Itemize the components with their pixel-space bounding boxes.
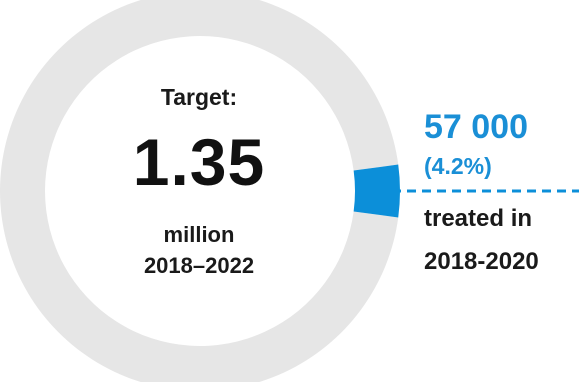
treated-count-label: 57 000: [424, 108, 528, 146]
treated-description-line1: treated in: [424, 205, 533, 232]
slice-treated: [353, 164, 400, 218]
treated-description-line2: 2018-2020: [424, 248, 539, 275]
target-label: Target:: [160, 84, 238, 110]
treated-percent-label: (4.2%): [424, 153, 492, 179]
target-period: 2018–2022: [143, 253, 255, 278]
target-value: 1.35: [132, 125, 266, 199]
target-unit: million: [163, 222, 235, 247]
